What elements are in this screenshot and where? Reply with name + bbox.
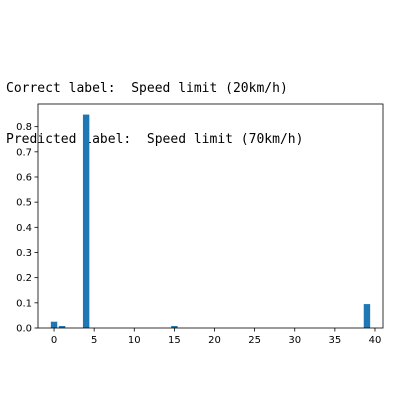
x-tick-label: 15 [168,335,181,346]
x-tick-label: 30 [288,335,301,346]
y-tick-label: 0.3 [16,248,32,259]
y-tick-label: 0.6 [16,172,32,183]
y-tick-label: 0.2 [16,273,32,284]
x-tick-label: 0 [51,335,57,346]
x-tick-label: 5 [91,335,97,346]
correct-label-line: Correct label: Speed limit (20km/h) [6,80,303,97]
y-tick-label: 0.5 [16,198,32,209]
x-tick-label: 40 [369,335,382,346]
correct-label-prefix: Correct label: [6,81,116,96]
y-tick-label: 0.1 [16,298,32,309]
bars-layer [50,114,371,328]
predicted-label-value: Speed limit (70km/h) [146,132,304,147]
predicted-label-prefix: Predicted label: [6,132,132,147]
bar-class-15 [171,325,178,328]
y-tick-label: 0.7 [16,147,32,158]
predicted-label-line: Predicted label: Speed limit (70km/h) [6,131,303,148]
x-tick-label: 20 [208,335,221,346]
y-tick-label: 0.8 [16,122,32,133]
x-tick-label: 25 [248,335,261,346]
bar-class-4 [82,114,90,328]
caption: Correct label: Speed limit (20km/h) Pred… [6,46,303,165]
correct-label-value: Speed limit (20km/h) [131,81,288,96]
bar-class-0 [50,321,58,328]
axes-layer: 0 5 10 15 20 25 30 35 40 0.0 0.1 0.2 0.3 0.4 0.5 0.6 0.7… [16,103,384,346]
y-tick-label: 0.4 [16,223,32,234]
bar-class-39 [363,304,371,328]
x-tick-label: 35 [328,335,341,346]
plot-frame [37,103,384,329]
x-tick-label: 10 [128,335,141,346]
y-tick-label: 0.0 [16,324,32,335]
bar-class-1 [58,325,66,328]
